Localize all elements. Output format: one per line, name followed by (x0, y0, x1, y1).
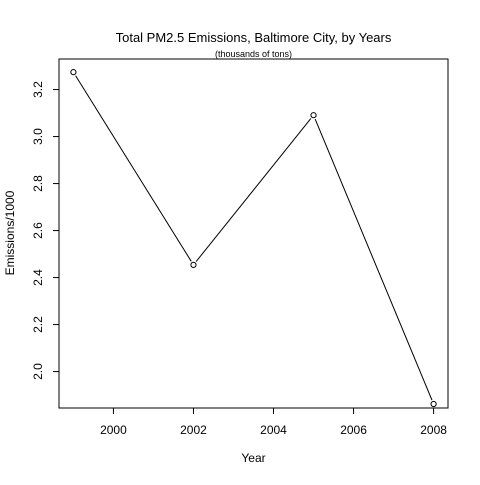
x-axis-label: Year (241, 451, 265, 465)
series-line-segment (195, 118, 312, 262)
data-point (430, 400, 437, 408)
y-axis-label: Emissions/1000 (3, 190, 17, 275)
chart-title: Total PM2.5 Emissions, Baltimore City, b… (116, 30, 392, 45)
x-axis: 2000 2002 2004 2006 2008 (100, 408, 447, 437)
x-tick-label: 2002 (180, 423, 207, 437)
y-tick-label: 2.0 (31, 363, 45, 380)
series-layer (75, 75, 433, 401)
x-tick-label: 2000 (100, 423, 127, 437)
data-point (190, 261, 197, 268)
points-layer (70, 69, 437, 408)
y-tick-label: 2.8 (31, 175, 45, 192)
series-line-segment (75, 75, 192, 262)
y-tick-label: 2.6 (31, 222, 45, 239)
y-tick-label: 3.2 (31, 81, 45, 98)
y-axis: 2.0 2.2 2.4 2.6 2.8 3.0 3.2 (31, 81, 59, 380)
x-tick-label: 2008 (420, 423, 447, 437)
x-tick-label: 2006 (340, 423, 367, 437)
chart-subtitle: (thousands of tons) (215, 49, 292, 59)
plot-frame (58, 58, 449, 409)
y-tick-label: 3.0 (31, 128, 45, 145)
series-line-segment (314, 118, 433, 401)
y-tick-label: 2.2 (31, 316, 45, 333)
x-tick-label: 2004 (260, 423, 287, 437)
y-tick-label: 2.4 (31, 269, 45, 286)
data-point (310, 112, 317, 119)
data-point (70, 69, 77, 76)
